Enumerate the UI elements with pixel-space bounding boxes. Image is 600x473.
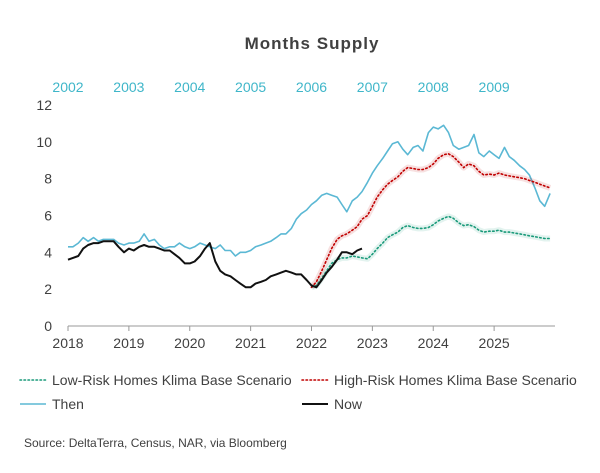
- top-x-tick-label: 2003: [113, 79, 144, 95]
- y-tick-label: 12: [36, 97, 52, 113]
- x-tick-label: 2018: [52, 335, 83, 351]
- legend-label-now: Now: [334, 396, 363, 412]
- y-tick-label: 10: [36, 134, 52, 150]
- legend-label-then: Then: [52, 396, 84, 412]
- series-line-low_risk: [310, 215, 551, 289]
- y-tick-label: 6: [44, 208, 52, 224]
- top-x-tick-label: 2006: [296, 79, 327, 95]
- series-line-high_risk: [310, 152, 551, 289]
- legend: Low-Risk Homes Klima Base Scenario High-R…: [19, 372, 577, 412]
- chart-title: Months Supply: [245, 34, 380, 53]
- top-x-tick-label: 2008: [418, 79, 449, 95]
- x-axis: 2018 2019 2020 2021 2022 2023 2024 2025: [52, 325, 555, 351]
- series-line-then: [68, 124, 551, 257]
- y-axis: 0 2 4 6 8 10 12: [36, 97, 52, 334]
- source-note: Source: DeltaTerra, Census, NAR, via Blo…: [24, 436, 287, 450]
- x-tick-label: 2021: [235, 335, 266, 351]
- x-tick-label: 2019: [113, 335, 144, 351]
- top-x-tick-label: 2005: [235, 79, 266, 95]
- y-tick-label: 8: [44, 171, 52, 187]
- x-tick-label: 2022: [296, 335, 327, 351]
- series-layer: [67, 124, 552, 291]
- top-x-tick-label: 2007: [357, 79, 388, 95]
- y-tick-label: 4: [44, 244, 52, 260]
- legend-label-low_risk: Low-Risk Homes Klima Base Scenario: [52, 372, 292, 388]
- series-halo-high_risk: [309, 150, 552, 290]
- series-line-now: [67, 240, 363, 289]
- x-tick-label: 2020: [174, 335, 205, 351]
- top-x-tick-label: 2004: [174, 79, 205, 95]
- top-x-tick-label: 2009: [479, 79, 510, 95]
- y-tick-label: 0: [44, 318, 52, 334]
- top-x-axis: 2002 2003 2004 2005 2006 2007 2008 2009: [52, 79, 509, 95]
- x-tick-label: 2025: [479, 335, 510, 351]
- x-tick-label: 2024: [418, 335, 449, 351]
- x-tick-label: 2023: [357, 335, 388, 351]
- top-x-tick-label: 2002: [52, 79, 83, 95]
- y-tick-label: 2: [44, 281, 52, 297]
- legend-label-high_risk: High-Risk Homes Klima Base Scenario: [334, 372, 577, 388]
